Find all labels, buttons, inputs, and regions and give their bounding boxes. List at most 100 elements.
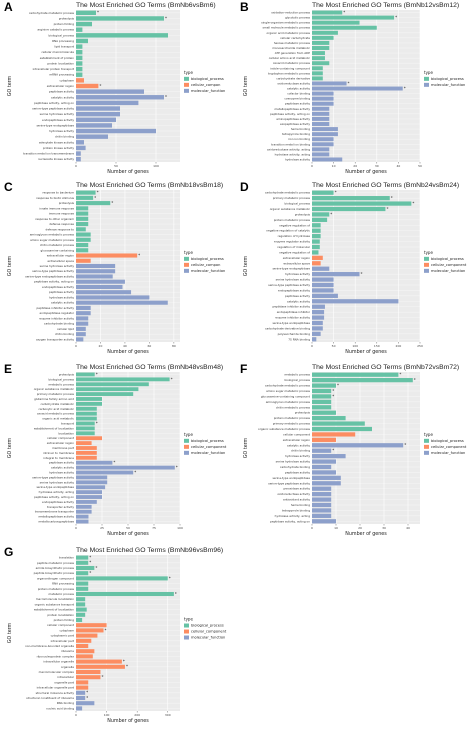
x-tick-label: 300	[165, 713, 171, 717]
category-label: peptidase activity	[285, 102, 310, 106]
category-label: carbohydrate metabolic process	[29, 11, 75, 15]
bar	[76, 263, 116, 269]
category-label: peptidase activity	[49, 290, 74, 294]
category-label: proteolysis	[59, 201, 75, 205]
x-axis-label: Number of genes	[345, 531, 387, 537]
category-label: metallopeptidase activity	[38, 515, 74, 519]
bar	[76, 485, 106, 490]
bar	[76, 237, 91, 242]
bar	[312, 142, 334, 147]
bar	[312, 116, 330, 121]
bar	[312, 282, 334, 288]
x-tick-label: 200	[396, 344, 402, 348]
category-label: organic substance metabolic	[34, 387, 75, 391]
category-label: oxidation-reduction process	[271, 11, 310, 15]
significance-star: *	[171, 377, 173, 382]
bar	[76, 690, 86, 695]
bar	[312, 310, 325, 315]
significance-star: *	[96, 372, 98, 377]
chart-svg: *proteolysis*biological_processmetabolic…	[7, 372, 227, 537]
bar	[312, 81, 347, 86]
bar	[312, 122, 330, 126]
significance-star: *	[386, 206, 388, 211]
bar	[76, 111, 120, 117]
category-label: protein metabolic process	[274, 416, 311, 420]
bar	[312, 304, 325, 309]
bar	[76, 248, 89, 253]
category-label: response to other organism	[35, 217, 74, 221]
x-tick-label: 0	[75, 713, 77, 717]
bar	[76, 406, 97, 411]
category-label: serine-type peptidase activity	[32, 107, 74, 111]
legend-label: biological_process	[191, 77, 224, 81]
legend-label: molecular_function	[191, 451, 225, 455]
bar	[312, 513, 332, 518]
category-label: oxygen transporter activity	[36, 337, 74, 341]
panel-letter: F	[240, 362, 248, 376]
category-label: biological_process	[285, 202, 311, 206]
bar	[76, 675, 101, 680]
category-label: localization	[58, 431, 74, 435]
category-label: extracellular region	[47, 441, 74, 445]
category-label: transporter activity	[47, 505, 74, 509]
category-label: serine hydrolase activity	[40, 112, 75, 116]
category-label: aminopeptidase activity	[276, 117, 310, 121]
x-tick-label: 0	[311, 344, 313, 348]
legend-swatch	[184, 450, 189, 455]
category-label: transport	[61, 421, 75, 425]
significance-star: *	[399, 372, 401, 377]
category-label: endopeptidase activity	[42, 118, 74, 122]
category-label: enzyme regulator activity	[274, 240, 310, 244]
legend-swatch	[184, 438, 189, 443]
x-tick-label: 20	[358, 526, 362, 530]
x-tick-label: 20	[353, 164, 357, 168]
significance-star: *	[89, 571, 91, 576]
legend-swatch	[184, 76, 189, 81]
bar	[312, 20, 360, 25]
x-tick-label: 150	[374, 344, 380, 348]
bar	[312, 35, 334, 40]
bar	[312, 486, 332, 491]
legend-swatch	[424, 268, 429, 273]
bar	[312, 288, 334, 293]
bar	[76, 654, 93, 659]
legend-label: cellular_component	[191, 445, 227, 449]
chart-title: The Most Enriched GO Terms (BmNb72vsBm72…	[312, 364, 460, 371]
significance-star: *	[95, 565, 97, 570]
x-tick-label: 50	[418, 164, 422, 168]
bar	[76, 465, 175, 470]
category-label: amino sugar metabolic process	[266, 389, 310, 393]
bar	[312, 217, 328, 222]
category-label: extracellular region	[283, 256, 310, 260]
significance-star: *	[126, 664, 128, 669]
category-label: peptidase activity, acting on	[34, 280, 74, 284]
category-label: endopeptidase activity	[42, 285, 74, 289]
bar	[76, 21, 92, 27]
plot-background	[312, 10, 420, 162]
significance-star: *	[332, 394, 334, 399]
significance-star: *	[165, 16, 167, 21]
bar	[76, 83, 99, 89]
category-label: catalytic activity	[51, 95, 74, 99]
significance-star: *	[330, 212, 332, 217]
bar	[76, 685, 89, 690]
bar	[312, 132, 338, 137]
bar	[76, 151, 81, 156]
category-label: serine-type endopeptidase	[36, 485, 74, 489]
category-label: organic acid metabolic process	[267, 31, 311, 35]
category-label: amino sugar metabolic process	[30, 238, 74, 242]
bar	[312, 405, 332, 410]
significance-star: *	[175, 591, 177, 596]
category-label: response to biotic stimulus	[36, 196, 74, 200]
bar	[312, 190, 334, 195]
category-label: single-organism metabolic process	[261, 21, 310, 25]
category-label: metabolic process	[49, 382, 75, 386]
category-label: RNA processing	[52, 39, 74, 43]
bar	[76, 117, 116, 122]
category-label: lipid transport	[54, 45, 75, 49]
significance-star: *	[335, 190, 337, 195]
category-label: translation	[59, 556, 74, 560]
x-axis-label: Number of genes	[107, 531, 149, 537]
category-label: organelle part	[54, 680, 75, 684]
x-axis-label: Number of genes	[107, 349, 149, 355]
